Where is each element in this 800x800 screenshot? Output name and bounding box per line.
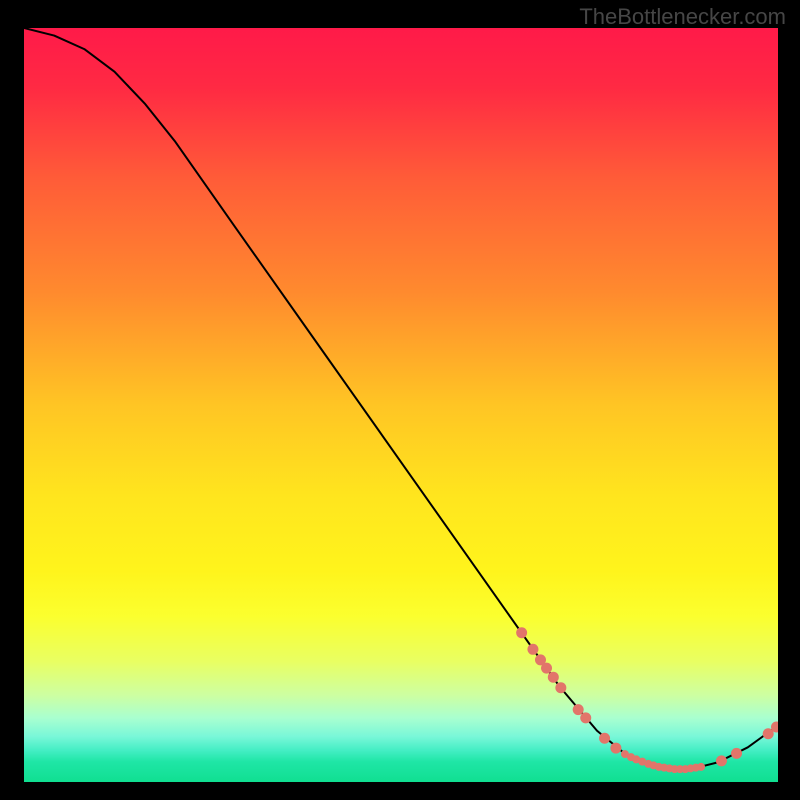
data-marker bbox=[580, 712, 591, 723]
data-marker bbox=[541, 663, 552, 674]
watermark-text: TheBottlenecker.com bbox=[579, 4, 786, 30]
gradient-background bbox=[24, 28, 778, 782]
data-marker bbox=[527, 644, 538, 655]
chart-svg bbox=[24, 28, 778, 782]
data-marker bbox=[731, 748, 742, 759]
data-marker bbox=[716, 755, 727, 766]
chart-stage: TheBottlenecker.com bbox=[0, 0, 800, 800]
data-marker bbox=[548, 672, 559, 683]
data-marker bbox=[610, 743, 621, 754]
data-marker bbox=[516, 627, 527, 638]
data-marker bbox=[555, 682, 566, 693]
data-marker bbox=[599, 733, 610, 744]
data-marker bbox=[573, 704, 584, 715]
plot-area bbox=[24, 28, 778, 782]
data-marker bbox=[697, 763, 705, 771]
